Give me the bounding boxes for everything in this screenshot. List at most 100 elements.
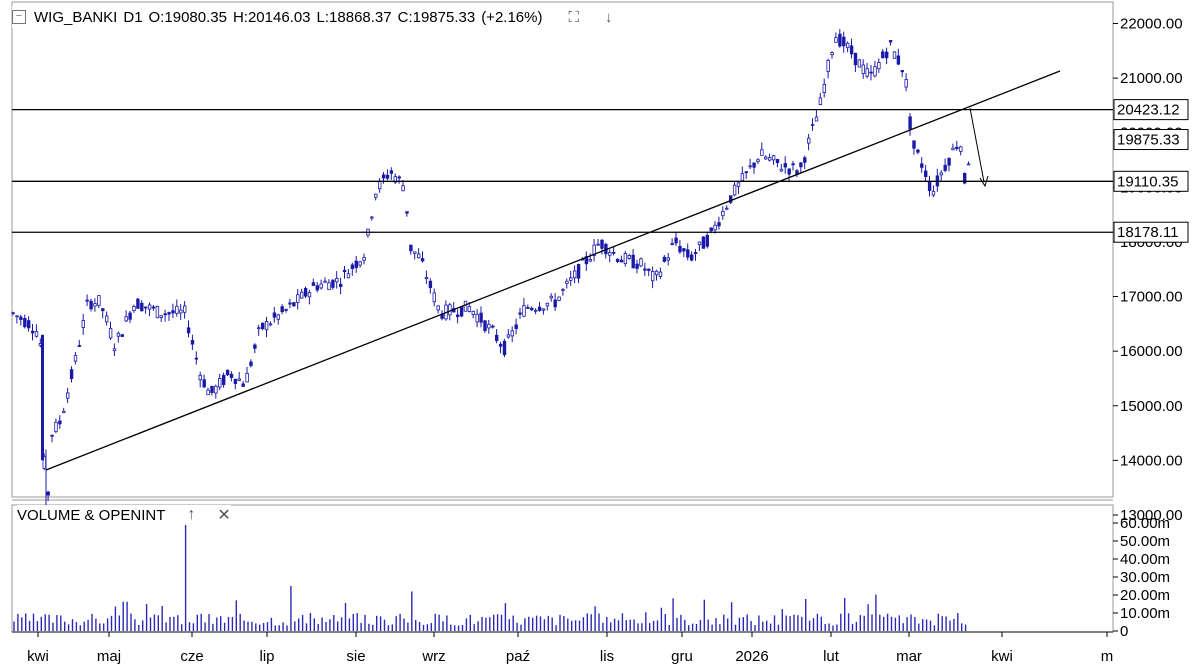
candle-body — [85, 299, 89, 302]
collapse-icon[interactable]: − — [12, 10, 26, 24]
candle-body — [857, 59, 862, 68]
candle-body — [888, 40, 893, 43]
candle-body — [892, 51, 897, 59]
candle-body — [128, 312, 132, 320]
candle-body — [955, 146, 959, 149]
candle-body — [147, 304, 152, 310]
candle-body — [171, 310, 175, 314]
symbol-label: WIG_BANKI — [34, 8, 118, 26]
candle-body — [612, 251, 616, 254]
time-tick-label: 2026 — [735, 648, 768, 665]
candle-body — [869, 71, 873, 74]
time-tick-label: kwi — [991, 648, 1013, 665]
candle-body — [881, 51, 885, 59]
change-value: (+2.16%) — [481, 8, 543, 26]
candle-body — [151, 306, 156, 309]
level-value-label: 18178.11 — [1117, 224, 1178, 241]
candle-body — [260, 322, 265, 330]
arrow-down-icon[interactable]: ↓ — [605, 8, 613, 26]
candle-body — [783, 163, 787, 168]
arrow-head-icon — [979, 175, 989, 188]
candle-body — [670, 243, 674, 246]
trendline[interactable] — [45, 70, 1061, 471]
candle-body — [623, 253, 628, 265]
candle-body — [693, 252, 698, 254]
candle-body — [350, 264, 355, 269]
time-tick-label: lut — [823, 648, 840, 665]
candle-body — [951, 147, 955, 151]
candle-body — [354, 260, 358, 268]
candle-body — [225, 369, 230, 376]
candle-body — [654, 270, 659, 276]
candle-body — [381, 174, 386, 179]
candle-body — [202, 379, 206, 388]
maximize-icon[interactable]: ⛶ — [568, 8, 579, 26]
candle-body — [916, 149, 920, 153]
candle-body — [900, 70, 904, 73]
candle-body — [264, 321, 269, 331]
candle-body — [849, 45, 854, 55]
candle-body — [939, 172, 943, 176]
price-tick-label: 13000.00 — [1120, 507, 1183, 524]
candle-body — [966, 163, 971, 166]
volume-tick-label: 30.00m — [1120, 569, 1170, 586]
time-tick-label: wrz — [421, 648, 445, 665]
candle-body — [740, 173, 745, 182]
candle-body — [838, 33, 842, 47]
candle-body — [101, 308, 105, 312]
candle-body — [327, 282, 331, 291]
level-value-label: 19875.33 — [1117, 132, 1180, 149]
volume-panel-header: VOLUME & OPENINT ↑ ✕ — [17, 505, 231, 525]
candle-body — [296, 294, 300, 303]
candle-body — [377, 181, 382, 190]
candle-body — [584, 256, 589, 265]
candle-body — [186, 327, 191, 334]
candle-body — [237, 378, 241, 381]
candle-body — [569, 277, 573, 281]
candle-body — [467, 306, 472, 312]
candle-body — [229, 373, 234, 378]
projection-arrow[interactable] — [969, 107, 985, 183]
candle-body — [600, 239, 604, 249]
candle-body — [885, 51, 889, 59]
candle-body — [639, 258, 643, 267]
candle-body — [861, 64, 865, 74]
arrow-up-icon[interactable]: ↑ — [187, 506, 196, 523]
candle-body — [576, 264, 581, 279]
candle-body — [877, 62, 881, 70]
price-panel-frame — [11, 1, 1114, 498]
volume-tick-label: 50.00m — [1120, 533, 1170, 550]
candle-body — [448, 304, 452, 316]
candle-body — [319, 283, 323, 289]
volume-tick-label: 10.00m — [1120, 605, 1170, 622]
level-value-box — [1113, 221, 1189, 243]
candle-body — [34, 331, 39, 337]
candle-body — [557, 296, 561, 301]
candle-body — [206, 389, 210, 396]
candle-body — [924, 170, 928, 177]
candle-body — [455, 314, 460, 318]
time-tick-label: kwi — [27, 648, 49, 665]
candle-body — [159, 315, 163, 318]
candle-body — [358, 261, 362, 266]
candle-body — [331, 279, 335, 288]
candle-body — [338, 283, 343, 287]
candle-body — [30, 330, 35, 334]
candle-body — [846, 42, 850, 49]
candle-body — [41, 334, 44, 461]
candle-body — [647, 268, 651, 271]
candle-body — [241, 383, 245, 387]
time-tick-label: gru — [671, 648, 693, 665]
candle-body — [853, 52, 858, 66]
candle-body — [658, 271, 663, 277]
candle-body — [771, 155, 776, 161]
candle-body — [15, 315, 19, 318]
candle-body — [272, 312, 277, 318]
candle-body — [155, 305, 160, 319]
candle-body — [963, 172, 967, 184]
close-icon[interactable]: ✕ — [217, 507, 231, 524]
level-value-box — [1113, 129, 1189, 151]
candle-body — [335, 278, 339, 283]
